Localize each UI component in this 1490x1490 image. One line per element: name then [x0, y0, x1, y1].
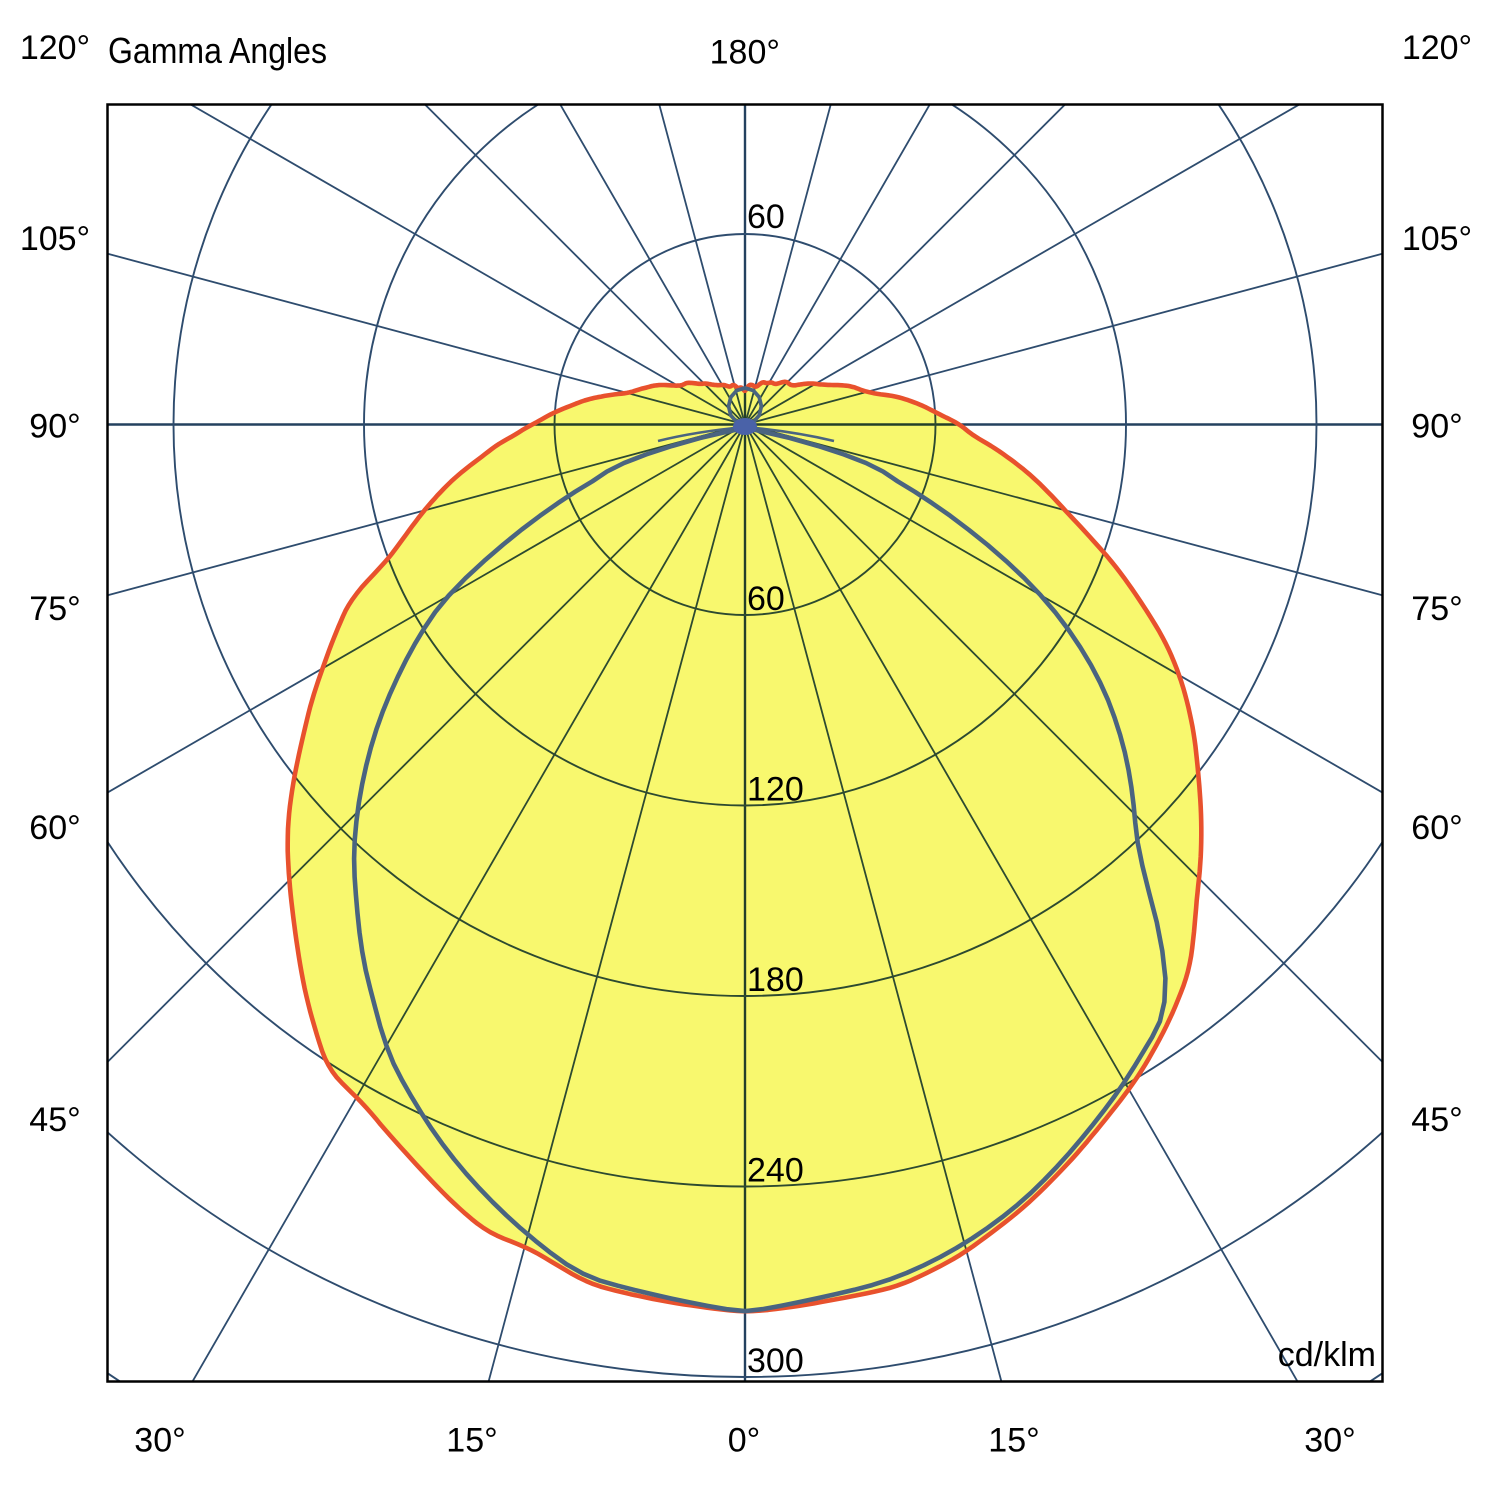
svg-text:90°: 90° [1411, 408, 1462, 446]
svg-text:180°: 180° [710, 34, 780, 72]
svg-text:120°: 120° [1402, 29, 1472, 67]
svg-text:60°: 60° [29, 809, 80, 847]
svg-text:45°: 45° [1411, 1101, 1462, 1139]
svg-text:30°: 30° [134, 1422, 185, 1460]
svg-text:120°: 120° [20, 29, 90, 67]
svg-text:90°: 90° [29, 408, 80, 446]
svg-text:30°: 30° [1304, 1422, 1355, 1460]
svg-text:15°: 15° [988, 1422, 1039, 1460]
svg-text:300: 300 [747, 1342, 804, 1380]
svg-text:75°: 75° [29, 590, 80, 628]
svg-text:60: 60 [747, 198, 785, 236]
svg-text:105°: 105° [20, 220, 90, 258]
svg-text:45°: 45° [29, 1101, 80, 1139]
svg-text:120: 120 [747, 771, 804, 809]
svg-text:0°: 0° [728, 1422, 761, 1460]
svg-text:180: 180 [747, 961, 804, 999]
svg-text:Gamma Angles: Gamma Angles [108, 30, 327, 71]
svg-text:105°: 105° [1402, 220, 1472, 258]
svg-text:75°: 75° [1411, 590, 1462, 628]
svg-text:15°: 15° [446, 1422, 497, 1460]
svg-text:240: 240 [747, 1152, 804, 1190]
svg-text:60°: 60° [1411, 809, 1462, 847]
svg-text:60: 60 [747, 580, 785, 618]
svg-text:cd/klm: cd/klm [1278, 1336, 1376, 1374]
